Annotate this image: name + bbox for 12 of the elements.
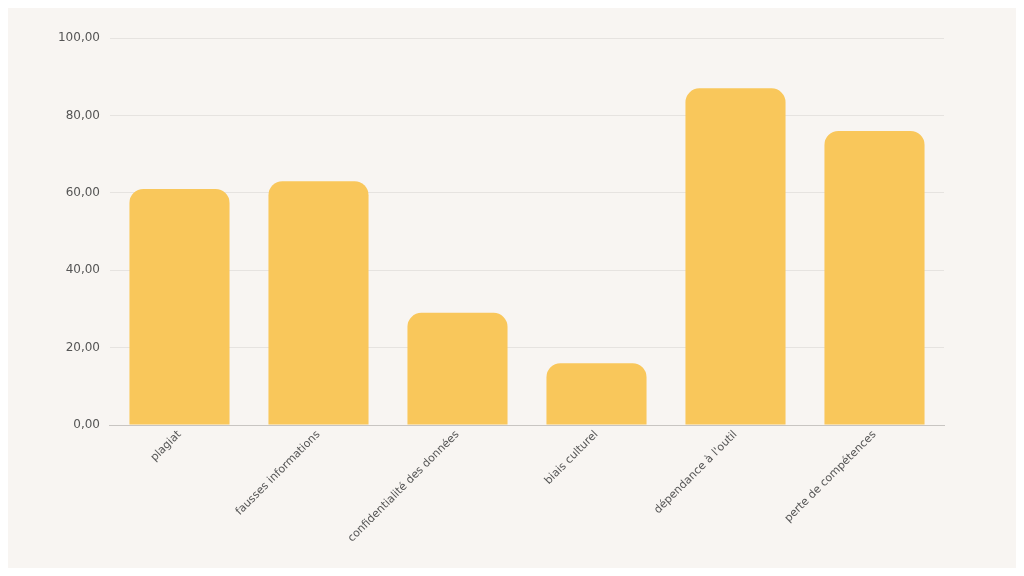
y-tick-label: 80,00 [65, 107, 100, 122]
bar [546, 363, 647, 425]
bar [685, 88, 786, 425]
y-tick-label: 20,00 [65, 339, 100, 354]
y-tick-label: 0,00 [73, 417, 100, 432]
bar [407, 312, 508, 425]
bar [824, 130, 925, 425]
y-tick-label: 100,00 [57, 30, 100, 45]
y-tick-label: 60,00 [65, 184, 100, 199]
bar [268, 181, 369, 425]
bar [129, 188, 230, 425]
y-tick-label: 40,00 [65, 262, 100, 277]
